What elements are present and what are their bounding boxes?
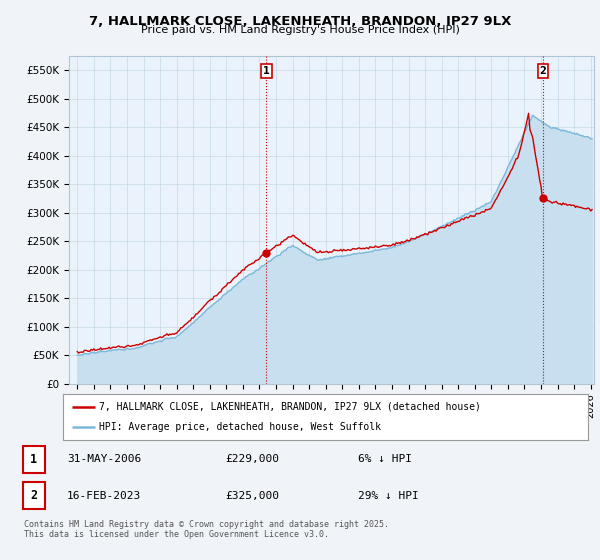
Text: 29% ↓ HPI: 29% ↓ HPI (358, 491, 418, 501)
Text: 31-MAY-2006: 31-MAY-2006 (67, 454, 141, 464)
Text: 6% ↓ HPI: 6% ↓ HPI (358, 454, 412, 464)
Text: Price paid vs. HM Land Registry's House Price Index (HPI): Price paid vs. HM Land Registry's House … (140, 25, 460, 35)
Text: HPI: Average price, detached house, West Suffolk: HPI: Average price, detached house, West… (98, 422, 381, 432)
Text: 1: 1 (31, 452, 37, 466)
Text: 2: 2 (31, 489, 37, 502)
Text: 2: 2 (539, 66, 547, 76)
Text: 16-FEB-2023: 16-FEB-2023 (67, 491, 141, 501)
FancyBboxPatch shape (23, 446, 45, 473)
Text: 7, HALLMARK CLOSE, LAKENHEATH, BRANDON, IP27 9LX (detached house): 7, HALLMARK CLOSE, LAKENHEATH, BRANDON, … (98, 402, 481, 412)
Text: Contains HM Land Registry data © Crown copyright and database right 2025.
This d: Contains HM Land Registry data © Crown c… (24, 520, 389, 539)
Text: 7, HALLMARK CLOSE, LAKENHEATH, BRANDON, IP27 9LX: 7, HALLMARK CLOSE, LAKENHEATH, BRANDON, … (89, 15, 511, 27)
Text: £325,000: £325,000 (225, 491, 279, 501)
FancyBboxPatch shape (23, 482, 45, 509)
Text: £229,000: £229,000 (225, 454, 279, 464)
Text: 1: 1 (263, 66, 270, 76)
